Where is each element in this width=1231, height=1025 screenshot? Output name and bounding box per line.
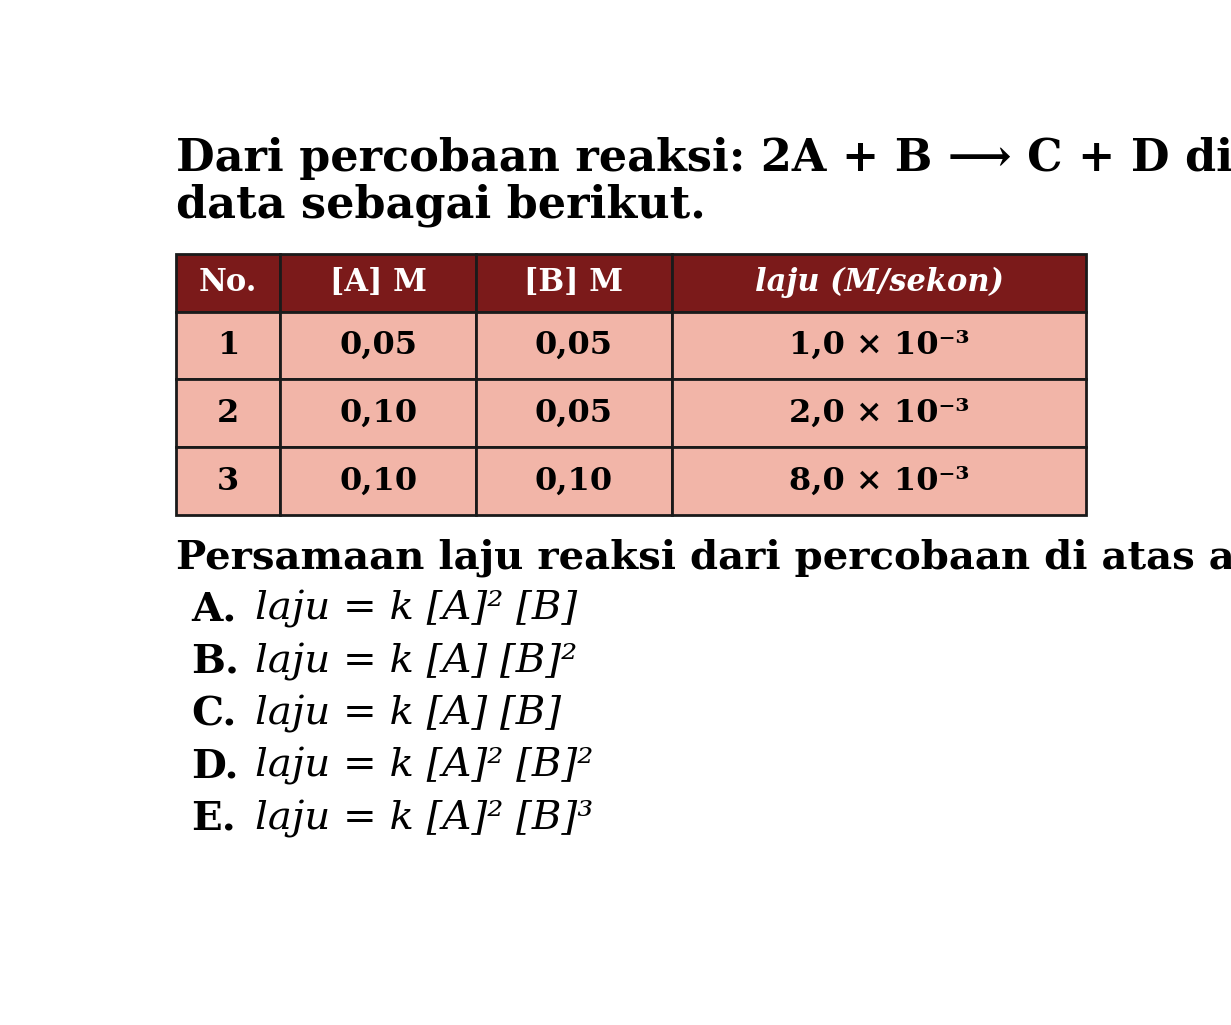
Text: 0,10: 0,10 [339,398,417,428]
Bar [176,447,281,515]
Text: 3: 3 [217,465,239,496]
Text: laju = k [A] [B]²: laju = k [A] [B]² [255,643,577,681]
Bar [672,379,1086,447]
Text: laju = k [A] [B]: laju = k [A] [B] [255,695,561,733]
Text: laju = k [A]² [B]: laju = k [A]² [B] [255,590,577,628]
Bar [281,312,476,379]
Text: [A] M: [A] M [330,268,427,298]
Bar [476,379,672,447]
Text: B.: B. [191,643,239,681]
Text: A.: A. [191,590,236,628]
Text: 8,0 × 10⁻³: 8,0 × 10⁻³ [789,465,969,496]
Text: Dari percobaan reaksi: 2A + B ⟶ C + D diperoleh: Dari percobaan reaksi: 2A + B ⟶ C + D di… [176,137,1231,179]
Text: 2: 2 [217,398,239,428]
Text: [B] M: [B] M [524,268,623,298]
Text: No.: No. [198,268,257,298]
Text: 0,10: 0,10 [535,465,613,496]
Bar [281,254,476,312]
Text: laju (M/sekon): laju (M/sekon) [755,268,1003,298]
Text: 2,0 × 10⁻³: 2,0 × 10⁻³ [789,398,969,428]
Text: 0,10: 0,10 [339,465,417,496]
Text: laju = k [A]² [B]²: laju = k [A]² [B]² [255,747,593,785]
Text: E.: E. [191,800,236,837]
Bar [176,312,281,379]
Bar [176,254,281,312]
Text: data sebagai berikut.: data sebagai berikut. [176,183,705,227]
Bar [281,379,476,447]
Text: 1,0 × 10⁻³: 1,0 × 10⁻³ [789,330,969,361]
Bar [176,379,281,447]
Text: laju = k [A]² [B]³: laju = k [A]² [B]³ [255,800,593,837]
Bar [476,254,672,312]
Text: 0,05: 0,05 [535,398,613,428]
Bar [672,447,1086,515]
Text: 1: 1 [217,330,239,361]
Text: C.: C. [191,695,236,733]
Text: Persamaan laju reaksi dari percobaan di atas adalah ....: Persamaan laju reaksi dari percobaan di … [176,538,1231,576]
Bar [281,447,476,515]
Bar [672,254,1086,312]
Text: 0,05: 0,05 [340,330,417,361]
Text: 0,05: 0,05 [535,330,613,361]
Bar [672,312,1086,379]
Bar [476,312,672,379]
Text: D.: D. [191,747,239,785]
Bar [476,447,672,515]
